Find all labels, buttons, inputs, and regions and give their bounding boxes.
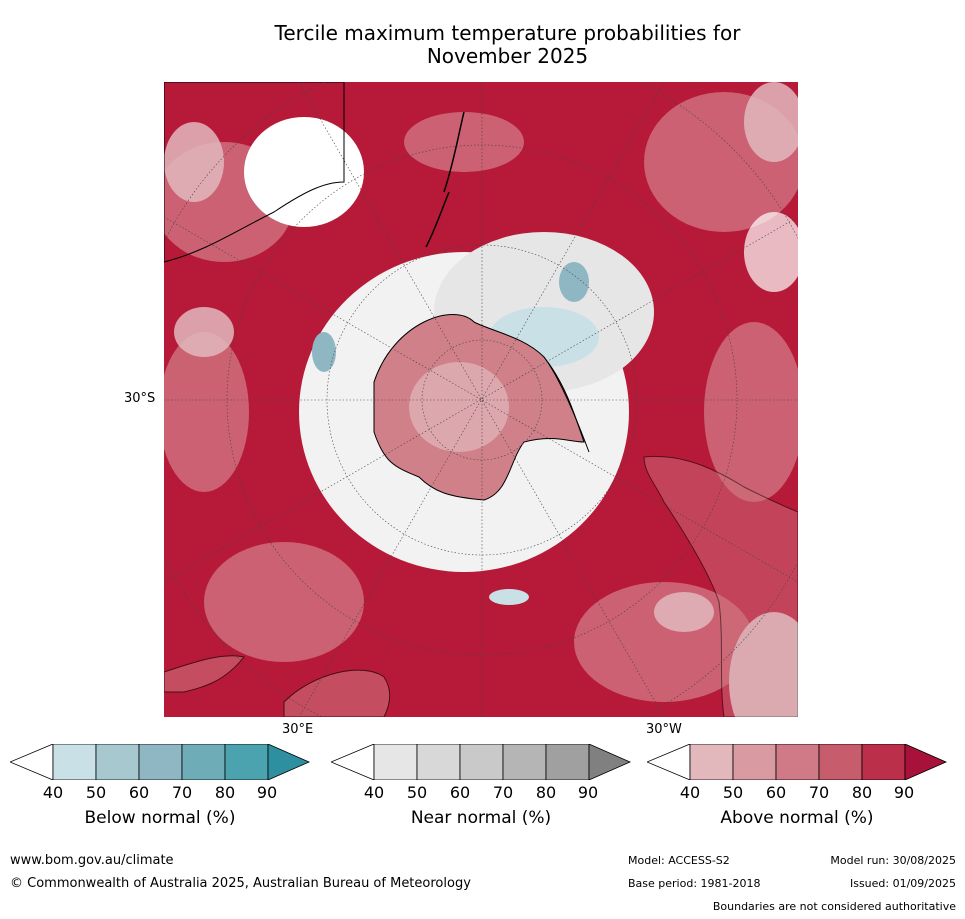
boundaries-disclaimer: Boundaries are not considered authoritat… — [712, 900, 956, 913]
probability-map — [164, 82, 798, 717]
near-normal-label: Near normal (%) — [410, 808, 552, 828]
cb-tick: 70 — [492, 783, 514, 802]
south-america-coast — [643, 455, 798, 717]
colorbar-segment — [818, 744, 863, 780]
cb-tick: 40 — [363, 783, 385, 802]
latitude-tick-30s: 30°S — [124, 391, 156, 406]
cb-tick: 60 — [765, 783, 787, 802]
colorbar-segment — [459, 744, 504, 780]
colorbar-segment — [861, 744, 906, 780]
colorbar-segment — [95, 744, 140, 780]
colorbar-segment — [502, 744, 547, 780]
copyright-notice: © Commonwealth of Australia 2025, Austra… — [10, 876, 471, 891]
colorbar-segment — [181, 744, 226, 780]
cb-tick: 50 — [406, 783, 428, 802]
cb-tick: 90 — [256, 783, 278, 802]
cb-tick: 80 — [214, 783, 236, 802]
bom-climate-link[interactable]: www.bom.gov.au/climate — [10, 853, 174, 868]
new-zealand-coast — [425, 111, 465, 248]
cb-tick: 60 — [449, 783, 471, 802]
above-normal-colorbar — [647, 744, 947, 780]
cb-tick: 50 — [722, 783, 744, 802]
below-normal-label: Below normal (%) — [84, 808, 236, 828]
cb-tick: 90 — [893, 783, 915, 802]
above-normal-low-regions — [164, 82, 798, 632]
antarctic-peninsula — [543, 356, 590, 453]
africa-coast — [164, 655, 391, 717]
title-line-2: November 2025 — [426, 44, 589, 68]
australia-coast — [164, 82, 345, 263]
colorbar-segment — [545, 744, 590, 780]
above-normal-mid-regions — [164, 92, 798, 702]
model-run-date: Model run: 30/08/2025 — [830, 854, 956, 867]
colorbar-segment — [373, 744, 418, 780]
cb-tick: 90 — [577, 783, 599, 802]
below-normal-colorbar — [10, 744, 310, 780]
colorbar-upper-extend — [904, 744, 947, 780]
colorbar-upper-extend — [267, 744, 310, 780]
cb-tick: 50 — [85, 783, 107, 802]
issued-date: Issued: 01/09/2025 — [849, 877, 956, 890]
above-normal-label: Above normal (%) — [720, 808, 874, 828]
graticule — [164, 82, 798, 717]
cb-tick: 40 — [679, 783, 701, 802]
colorbar-segment — [416, 744, 461, 780]
colorbar-segment — [689, 744, 734, 780]
near-normal-colorbar — [331, 744, 631, 780]
south-pole-zone — [409, 362, 509, 452]
colorbar-lower-extend — [10, 744, 54, 780]
map-title: Tercile maximum temperature probabilitie… — [160, 22, 855, 68]
colorbar-lower-extend — [647, 744, 691, 780]
colorbar-segment — [138, 744, 183, 780]
colorbar-upper-extend — [588, 744, 631, 780]
cb-tick: 70 — [808, 783, 830, 802]
model-name: Model: ACCESS-S2 — [628, 854, 730, 867]
cb-tick: 70 — [171, 783, 193, 802]
colorbar-segment — [732, 744, 777, 780]
colorbar-segment — [224, 744, 269, 780]
longitude-tick-30w: 30°W — [646, 722, 682, 737]
cb-tick: 80 — [851, 783, 873, 802]
longitude-tick-30e: 30°E — [282, 722, 314, 737]
base-period: Base period: 1981-2018 — [628, 877, 761, 890]
title-line-1: Tercile maximum temperature probabilitie… — [274, 21, 741, 45]
cb-tick: 40 — [42, 783, 64, 802]
colorbar-lower-extend — [331, 744, 375, 780]
cb-tick: 80 — [535, 783, 557, 802]
colorbar-segment — [52, 744, 97, 780]
cb-tick: 60 — [128, 783, 150, 802]
colorbar-segment — [775, 744, 820, 780]
